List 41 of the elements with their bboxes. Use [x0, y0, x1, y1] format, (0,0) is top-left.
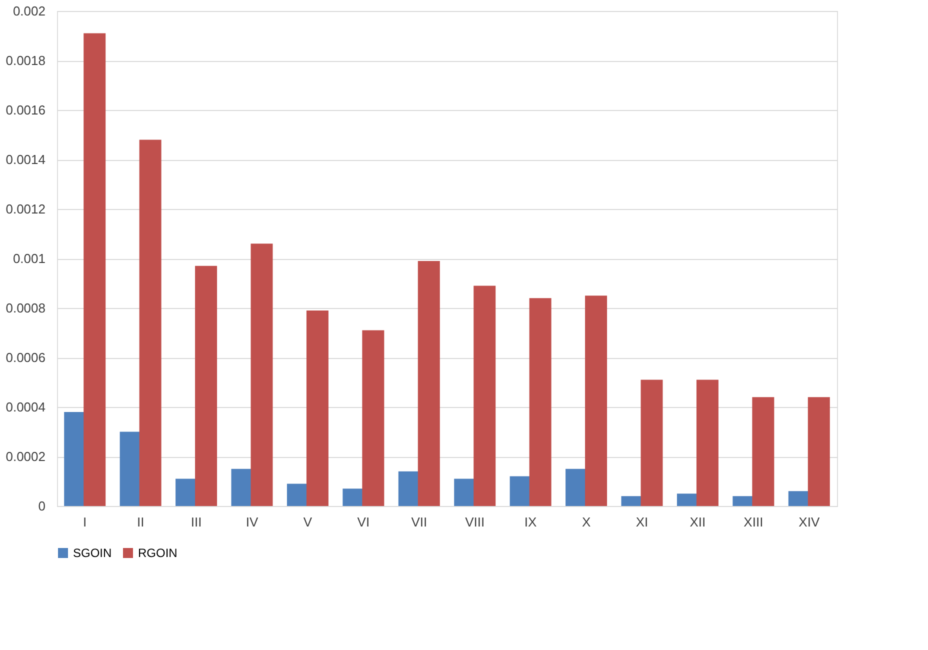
bar: [585, 296, 608, 506]
y-tick-label: 0.002: [12, 4, 46, 18]
x-tick-label: IV: [246, 514, 258, 530]
bar: [195, 266, 218, 506]
y-tick-label: 0.0012: [6, 202, 46, 216]
y-tick-label: 0.0018: [6, 53, 46, 68]
x-tick-label: XI: [636, 514, 648, 530]
bar: [752, 397, 774, 506]
bar: [529, 298, 552, 506]
y-tick-label: 0.0004: [6, 400, 46, 414]
x-tick-label: V: [303, 514, 312, 530]
legend-label: RGOIN: [138, 546, 178, 560]
x-tick-label: XII: [690, 514, 706, 530]
x-tick-label: XIV: [798, 514, 820, 530]
bar: [139, 140, 162, 506]
x-tick-label: VIII: [465, 514, 485, 530]
bar: [362, 330, 384, 506]
y-tick-label: 0.0008: [6, 300, 46, 316]
x-tick-label: I: [83, 514, 87, 530]
y-tick-label: 0: [38, 498, 46, 514]
y-tick-label: 0.0016: [6, 102, 46, 118]
x-tick-label: VII: [411, 514, 428, 530]
x-tick-label: VI: [357, 514, 370, 530]
bar: [640, 380, 663, 506]
bar: [306, 310, 328, 506]
x-tick-label: IX: [524, 514, 538, 530]
bar: [808, 397, 830, 506]
x-tick-label: X: [582, 514, 591, 530]
x-tick-label: XIII: [744, 514, 764, 530]
bar: [696, 380, 718, 506]
y-tick-label: 0.0002: [6, 449, 46, 464]
legend-label: SGOIN: [73, 546, 112, 560]
bar: [418, 260, 440, 506]
y-tick-label: 0.0014: [6, 152, 46, 167]
y-tick-label: 0.0006: [6, 350, 46, 365]
y-tick-label: 0.001: [12, 251, 46, 266]
bar: [250, 244, 273, 506]
bar: [84, 33, 106, 506]
x-tick-label: III: [190, 514, 202, 530]
x-tick-label: II: [136, 514, 144, 530]
bar: [474, 286, 496, 506]
